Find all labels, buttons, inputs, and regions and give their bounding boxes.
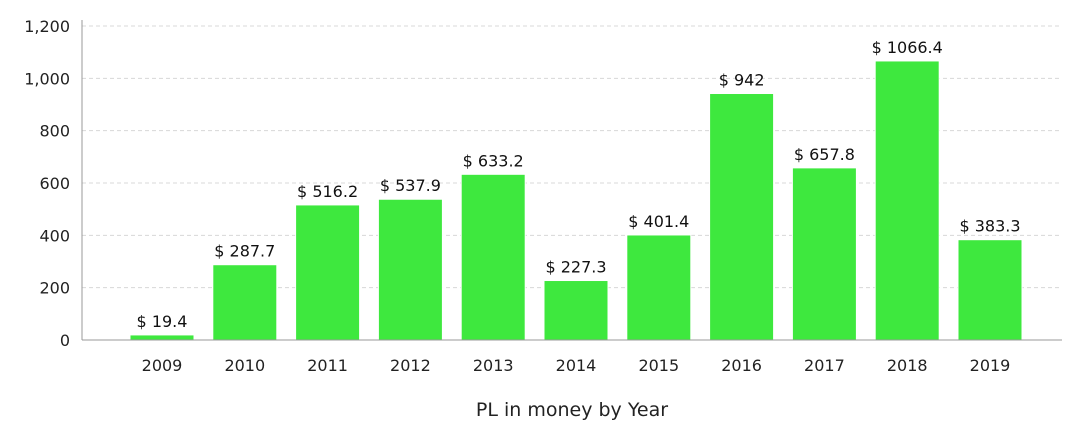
y-tick-label: 800 bbox=[39, 122, 70, 141]
data-label-2013: $ 633.2 bbox=[463, 151, 524, 170]
x-tick-labels: 2009 2010 2011 2012 2013 2014 2015 2016 2017 2018… bbox=[142, 356, 1011, 375]
bar-2013 bbox=[460, 173, 526, 341]
x-tick-label-2018: 2018 bbox=[887, 356, 928, 375]
y-tick-label: 1,200 bbox=[24, 17, 70, 36]
data-labels: $ 19.4 $ 287.7 $ 516.2 $ 537.9 $ 633.2 $ 227.… bbox=[137, 38, 1021, 331]
x-tick-label-2014: 2014 bbox=[556, 356, 597, 375]
y-tick-label: 200 bbox=[39, 279, 70, 298]
bar-2011 bbox=[295, 204, 361, 341]
bar-2017 bbox=[791, 167, 857, 341]
x-tick-label-2016: 2016 bbox=[721, 356, 762, 375]
axes bbox=[81, 20, 1062, 341]
bar-2012 bbox=[377, 198, 443, 341]
x-axis-title: PL in money by Year bbox=[476, 399, 668, 421]
bar-2016 bbox=[709, 93, 775, 341]
bar-2014 bbox=[543, 280, 609, 341]
y-tick-label: 0 bbox=[60, 331, 70, 350]
data-label-2014: $ 227.3 bbox=[545, 258, 606, 277]
x-tick-label-2012: 2012 bbox=[390, 356, 431, 375]
x-tick-label-2010: 2010 bbox=[224, 356, 265, 375]
data-label-2016: $ 942 bbox=[719, 71, 765, 90]
data-label-2012: $ 537.9 bbox=[380, 176, 441, 195]
data-label-2017: $ 657.8 bbox=[794, 145, 855, 164]
y-tick-labels: 0 200 400 600 800 1,000 1,200 bbox=[24, 17, 70, 350]
x-tick-label-2009: 2009 bbox=[142, 356, 183, 375]
y-tick-label: 400 bbox=[39, 226, 70, 245]
data-label-2015: $ 401.4 bbox=[628, 212, 689, 231]
data-label-2018: $ 1066.4 bbox=[872, 38, 943, 57]
x-tick-label-2019: 2019 bbox=[970, 356, 1011, 375]
data-label-2010: $ 287.7 bbox=[214, 242, 275, 261]
bar-2010 bbox=[212, 264, 278, 341]
y-tick-label: 1,000 bbox=[24, 69, 70, 88]
x-tick-label-2011: 2011 bbox=[307, 356, 348, 375]
bar-2015 bbox=[626, 234, 692, 341]
bars bbox=[129, 60, 1023, 341]
data-label-2009: $ 19.4 bbox=[137, 312, 188, 331]
bar-2009 bbox=[129, 334, 195, 341]
x-tick-label-2015: 2015 bbox=[638, 356, 679, 375]
x-tick-label-2013: 2013 bbox=[473, 356, 514, 375]
bar-2018 bbox=[874, 60, 940, 341]
y-tick-label: 600 bbox=[39, 174, 70, 193]
bar-2019 bbox=[957, 239, 1023, 341]
x-tick-label-2017: 2017 bbox=[804, 356, 845, 375]
data-label-2019: $ 383.3 bbox=[959, 217, 1020, 236]
data-label-2011: $ 516.2 bbox=[297, 182, 358, 201]
